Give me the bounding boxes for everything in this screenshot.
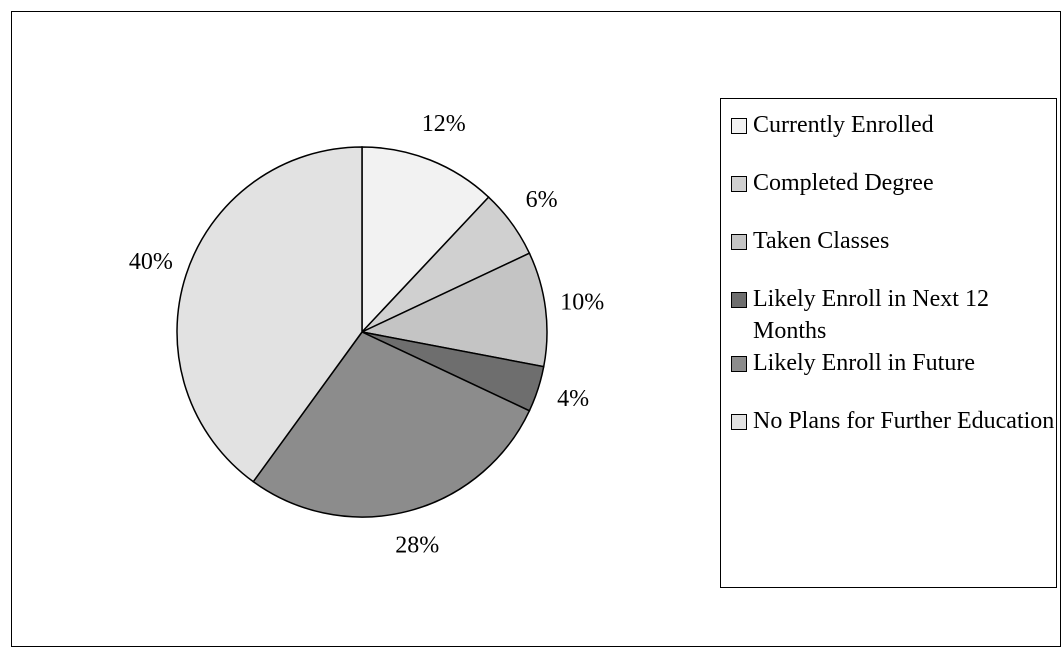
pie-slice (176, 146, 363, 483)
legend-item: Completed Degree (731, 167, 1056, 225)
legend-label: Taken Classes (753, 228, 890, 254)
data-label: 10% (560, 290, 604, 316)
data-label: 28% (395, 533, 439, 559)
legend-label: Likely Enroll in Next 12 Months (753, 286, 989, 344)
legend-swatch (731, 414, 747, 430)
pie-slice (252, 331, 531, 518)
legend-label: Currently Enrolled (753, 112, 934, 138)
pie-slice (361, 146, 490, 334)
data-label: 40% (129, 249, 173, 275)
legend-swatch (731, 356, 747, 372)
legend-item: Taken Classes (731, 225, 1056, 283)
legend-label: Completed Degree (753, 170, 934, 196)
legend-swatch (731, 292, 747, 308)
legend-label: Likely Enroll in Future (753, 350, 975, 376)
legend-item: Likely Enroll in Future (731, 347, 1056, 405)
legend-swatch (731, 176, 747, 192)
legend-swatch (731, 118, 747, 134)
data-label: 12% (422, 111, 466, 137)
legend: Currently Enrolled Completed Degree Taken … (720, 98, 1057, 588)
pie-slice (359, 252, 548, 368)
legend-item: Currently Enrolled (731, 109, 1056, 167)
legend-item: Likely Enroll in Next 12 Months (731, 283, 1056, 347)
legend-swatch (731, 234, 747, 250)
data-label: 6% (526, 187, 558, 213)
legend-label: No Plans for Further Education (753, 408, 1055, 434)
legend-item: No Plans for Further Education (731, 405, 1056, 463)
data-label: 4% (557, 386, 589, 412)
